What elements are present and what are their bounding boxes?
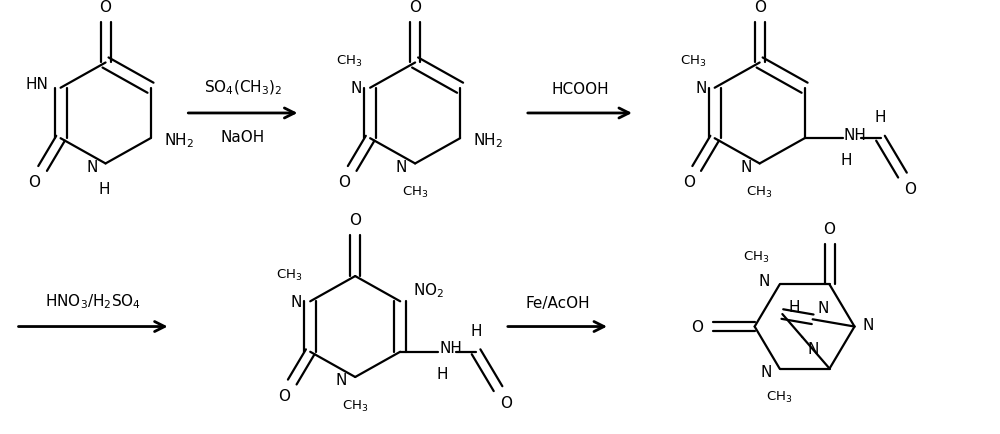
Text: N: N (862, 317, 874, 332)
Text: N: N (396, 159, 407, 174)
Text: NH: NH (439, 341, 462, 355)
Text: O: O (683, 175, 695, 190)
Text: N: N (807, 341, 819, 356)
Text: N: N (351, 81, 362, 96)
Text: N: N (86, 159, 98, 174)
Text: CH$_3$: CH$_3$ (342, 398, 368, 413)
Text: N: N (695, 81, 707, 96)
Text: H: H (436, 366, 448, 381)
Text: O: O (824, 221, 836, 236)
Text: H: H (875, 110, 886, 125)
Text: O: O (500, 395, 512, 410)
Text: H: H (841, 153, 852, 168)
Text: O: O (338, 175, 350, 190)
Text: N: N (760, 364, 772, 379)
Text: O: O (29, 175, 41, 190)
Text: CH$_3$: CH$_3$ (743, 249, 770, 264)
Text: O: O (754, 0, 766, 15)
Text: N: N (818, 300, 829, 316)
Text: N: N (758, 273, 770, 289)
Text: CH$_3$: CH$_3$ (402, 184, 428, 200)
Text: H: H (470, 323, 482, 338)
Text: Fe/AcOH: Fe/AcOH (525, 296, 590, 310)
Text: O: O (100, 0, 112, 15)
Text: H: H (788, 299, 800, 314)
Text: NH$_2$: NH$_2$ (473, 132, 503, 150)
Text: CH$_3$: CH$_3$ (766, 389, 793, 404)
Text: N: N (336, 372, 347, 388)
Text: O: O (349, 213, 361, 228)
Text: HNO$_3$/H$_2$SO$_4$: HNO$_3$/H$_2$SO$_4$ (45, 292, 141, 310)
Text: NaOH: NaOH (221, 130, 265, 145)
Text: CH$_3$: CH$_3$ (680, 54, 707, 69)
Text: O: O (409, 0, 421, 15)
Text: HN: HN (26, 77, 49, 92)
Text: SO$_4$(CH$_3$)$_2$: SO$_4$(CH$_3$)$_2$ (204, 79, 282, 97)
Text: N: N (291, 294, 302, 309)
Text: CH$_3$: CH$_3$ (336, 54, 362, 69)
Text: CH$_3$: CH$_3$ (276, 267, 302, 282)
Text: NO$_2$: NO$_2$ (413, 281, 444, 299)
Text: N: N (740, 159, 752, 174)
Text: HCOOH: HCOOH (551, 82, 609, 97)
Text: H: H (99, 182, 110, 197)
Text: O: O (691, 319, 703, 334)
Text: O: O (904, 182, 916, 197)
Text: NH: NH (844, 128, 866, 142)
Text: NH$_2$: NH$_2$ (164, 132, 194, 150)
Text: CH$_3$: CH$_3$ (746, 184, 773, 200)
Text: O: O (278, 388, 290, 403)
